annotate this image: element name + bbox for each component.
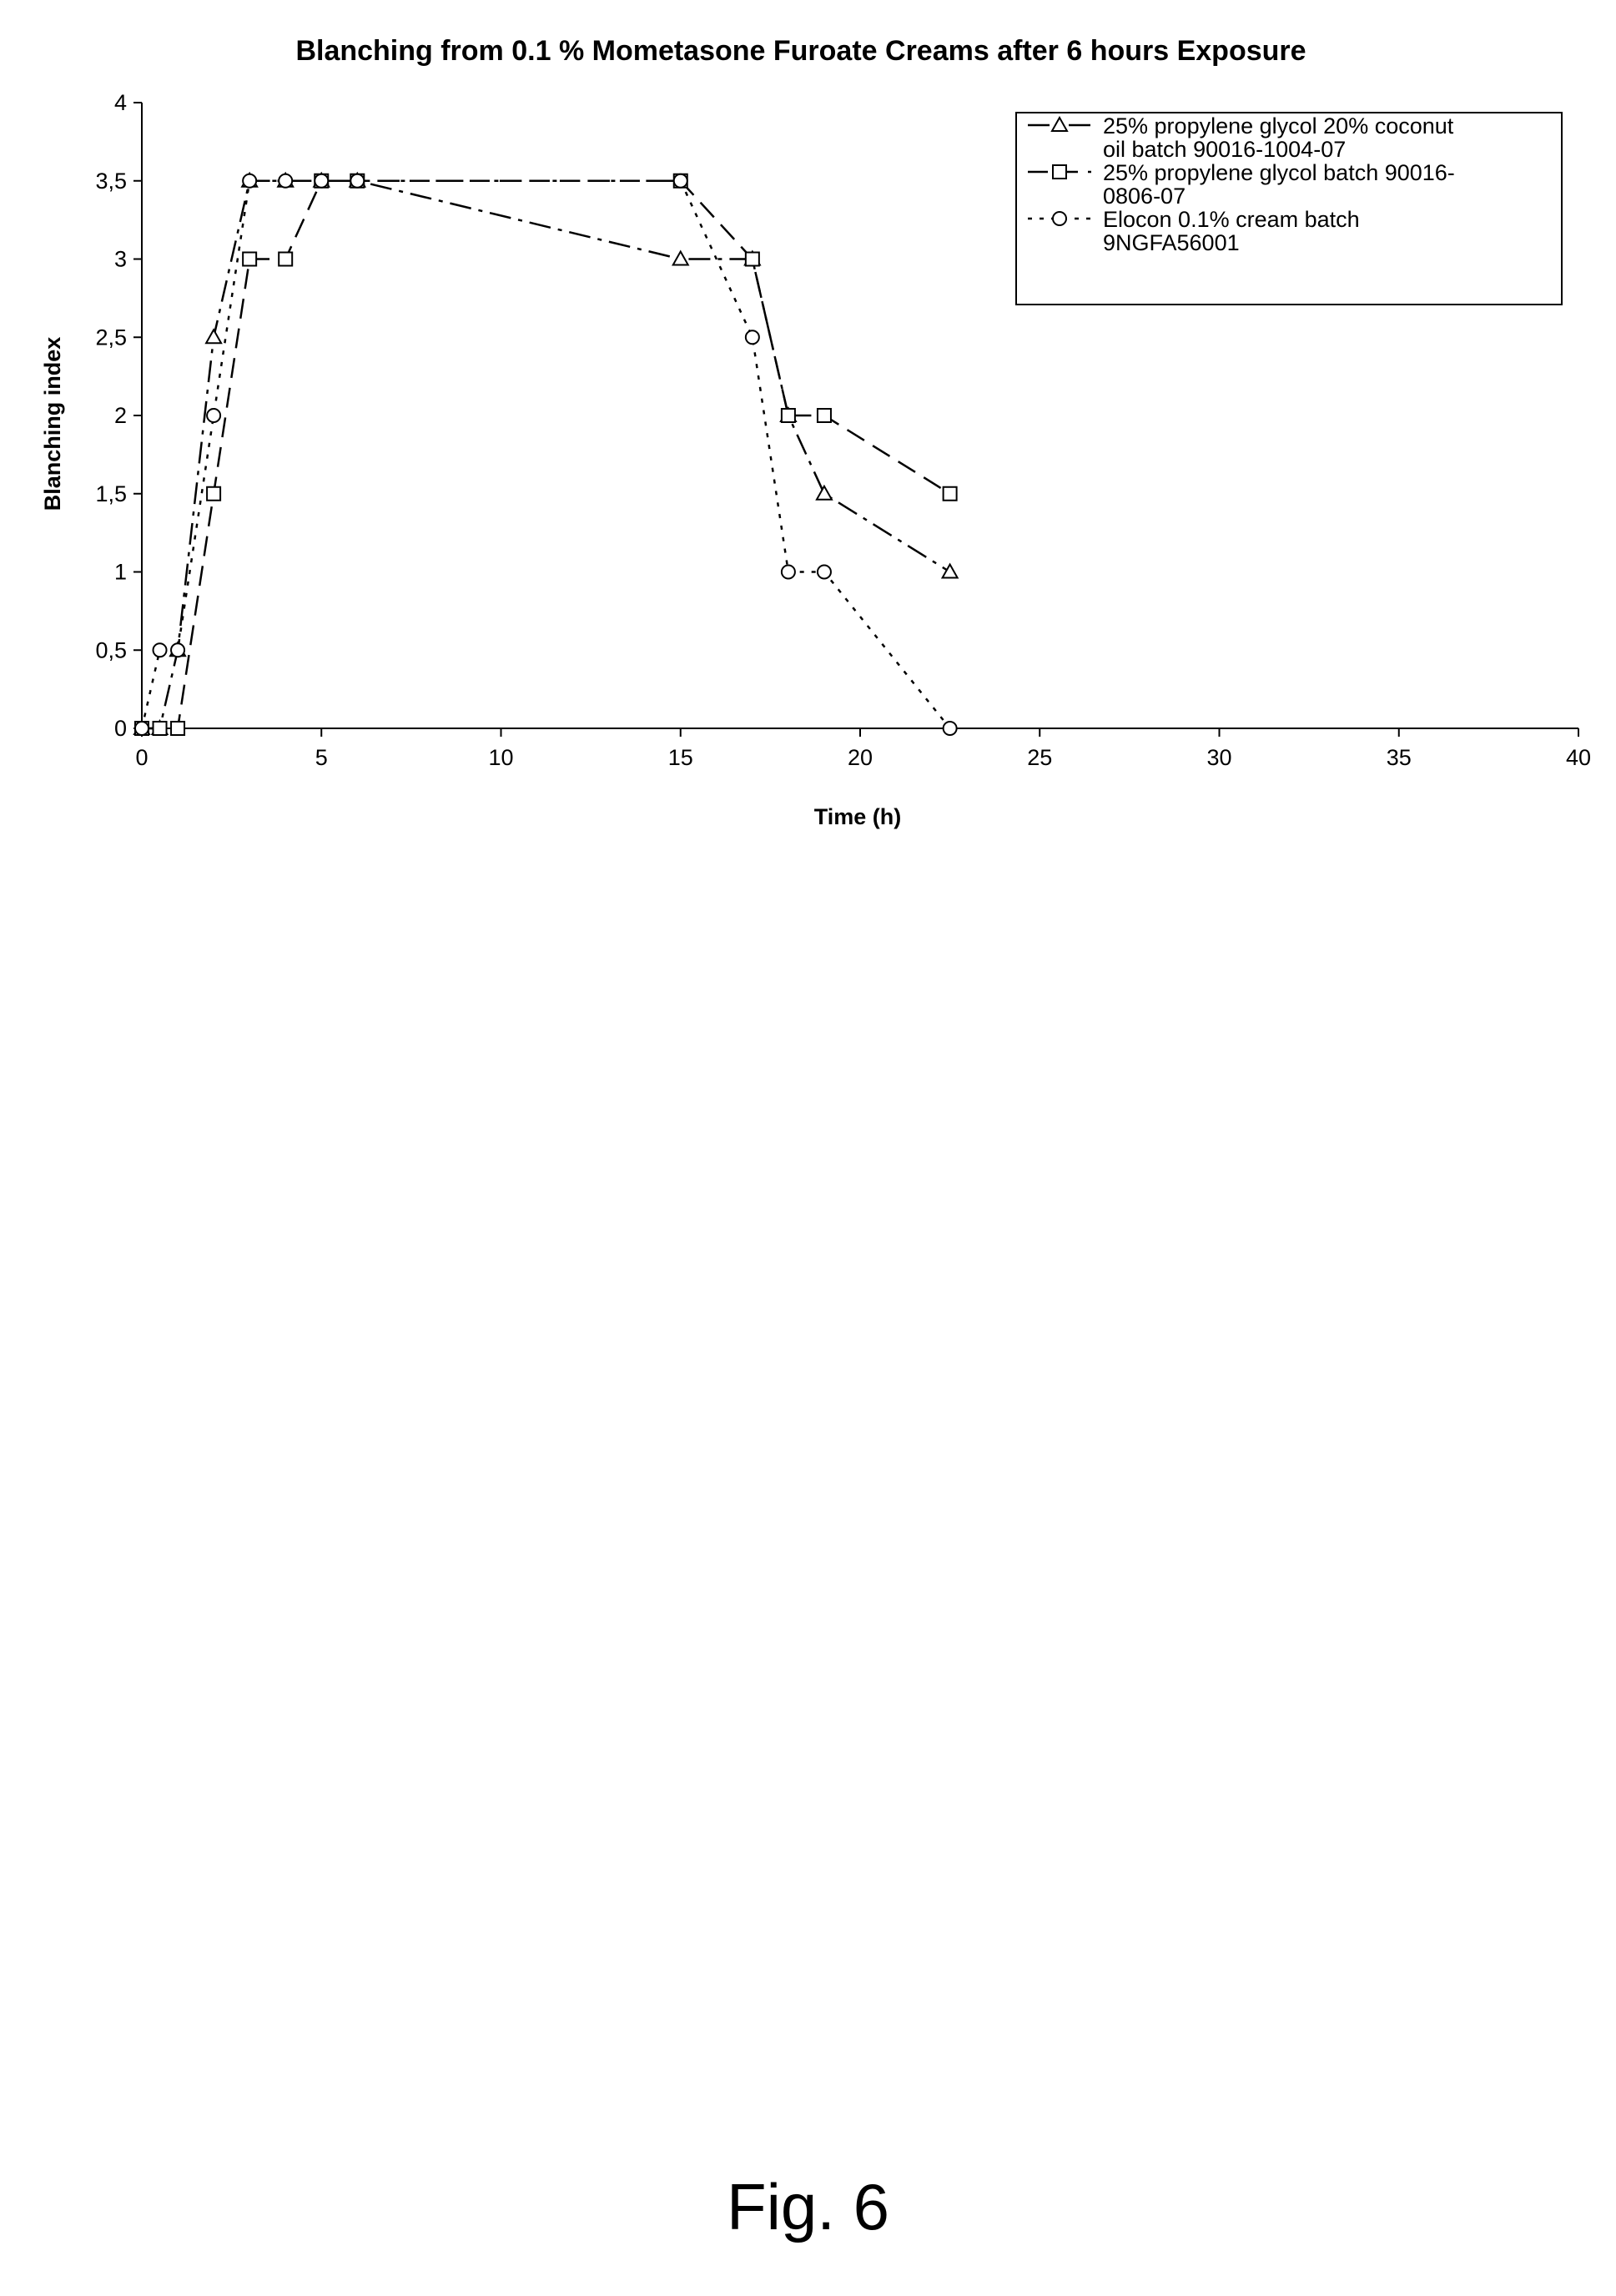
- x-axis-title: Time (h): [814, 804, 902, 829]
- data-point-square: [944, 487, 957, 501]
- data-point-square: [171, 722, 184, 735]
- legend: 25% propylene glycol 20% coconutoil batc…: [1016, 113, 1562, 305]
- data-point-circle: [279, 174, 292, 188]
- chart-title: Blanching from 0.1 % Mometasone Furoate …: [295, 35, 1306, 67]
- data-point-square: [207, 487, 220, 501]
- series-square: [135, 174, 957, 735]
- data-point-circle: [154, 643, 167, 657]
- data-point-circle: [315, 174, 328, 188]
- data-point-circle: [350, 174, 364, 188]
- y-tick-label: 3: [114, 247, 127, 272]
- x-tick-label: 30: [1206, 745, 1231, 770]
- x-tick-label: 20: [848, 745, 873, 770]
- data-point-circle: [207, 409, 220, 422]
- x-tick-label: 15: [668, 745, 693, 770]
- data-point-square: [279, 253, 292, 266]
- data-point-circle: [818, 566, 831, 579]
- data-point-triangle: [206, 330, 221, 343]
- y-tick-label: 3,5: [95, 169, 127, 194]
- x-tick-label: 0: [135, 745, 148, 770]
- data-point-square: [746, 253, 759, 266]
- legend-label: oil batch 90016-1004-07: [1103, 137, 1346, 162]
- y-axis-title: Blanching index: [40, 337, 65, 511]
- legend-label: 0806-07: [1103, 184, 1186, 209]
- data-point-circle: [746, 330, 759, 344]
- legend-label: 25% propylene glycol 20% coconut: [1103, 113, 1454, 138]
- data-point-circle: [171, 643, 184, 657]
- x-tick-label: 25: [1027, 745, 1052, 770]
- x-tick-label: 40: [1566, 745, 1591, 770]
- data-point-square: [243, 253, 256, 266]
- series-line: [142, 181, 950, 728]
- data-point-circle: [782, 566, 795, 579]
- data-point-triangle: [673, 252, 688, 265]
- x-tick-label: 10: [488, 745, 513, 770]
- series-line: [142, 181, 950, 728]
- data-point-circle: [674, 174, 687, 188]
- y-tick-label: 0,5: [95, 637, 127, 662]
- y-tick-label: 2: [114, 403, 127, 428]
- data-point-square: [782, 409, 795, 422]
- legend-marker-square: [1053, 165, 1066, 179]
- x-tick-label: 5: [315, 745, 328, 770]
- figure-caption: Fig. 6: [0, 2169, 1616, 2245]
- y-tick-label: 0: [114, 716, 127, 741]
- data-point-triangle: [943, 565, 958, 578]
- y-tick-label: 4: [114, 90, 127, 115]
- data-point-square: [818, 409, 831, 422]
- legend-label: Elocon 0.1% cream batch: [1103, 207, 1360, 232]
- y-tick-label: 1: [114, 560, 127, 585]
- y-tick-label: 2,5: [95, 325, 127, 350]
- data-point-circle: [135, 722, 149, 735]
- series-triangle: [134, 174, 958, 734]
- x-tick-label: 35: [1387, 745, 1412, 770]
- series-layer: [134, 174, 958, 735]
- data-point-square: [154, 722, 167, 735]
- data-point-triangle: [817, 486, 832, 500]
- series-line: [142, 181, 950, 728]
- data-point-circle: [243, 174, 256, 188]
- y-tick-label: 1,5: [95, 481, 127, 506]
- legend-marker-circle: [1053, 212, 1066, 225]
- legend-label: 9NGFA56001: [1103, 230, 1240, 255]
- legend-label: 25% propylene glycol batch 90016-: [1103, 160, 1455, 185]
- data-point-circle: [944, 722, 957, 735]
